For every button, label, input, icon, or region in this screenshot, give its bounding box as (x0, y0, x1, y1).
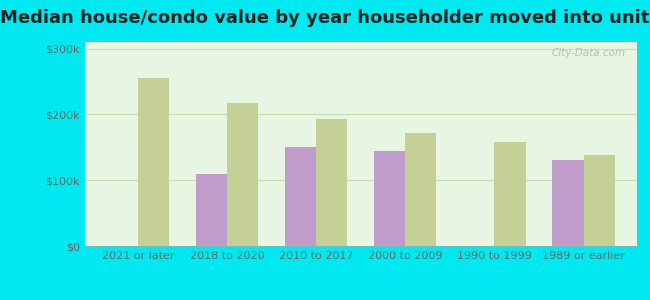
Bar (406, 133, 437, 246)
Bar (552, 160, 584, 246)
Bar (196, 174, 227, 246)
Text: City-Data.com: City-Data.com (552, 48, 626, 58)
Bar (374, 151, 406, 246)
Bar (495, 142, 526, 246)
Bar (285, 147, 316, 246)
Bar (316, 119, 347, 246)
Text: Median house/condo value by year householder moved into unit: Median house/condo value by year househo… (0, 9, 650, 27)
Bar (584, 155, 615, 246)
Bar (227, 103, 258, 246)
Bar (138, 78, 169, 246)
